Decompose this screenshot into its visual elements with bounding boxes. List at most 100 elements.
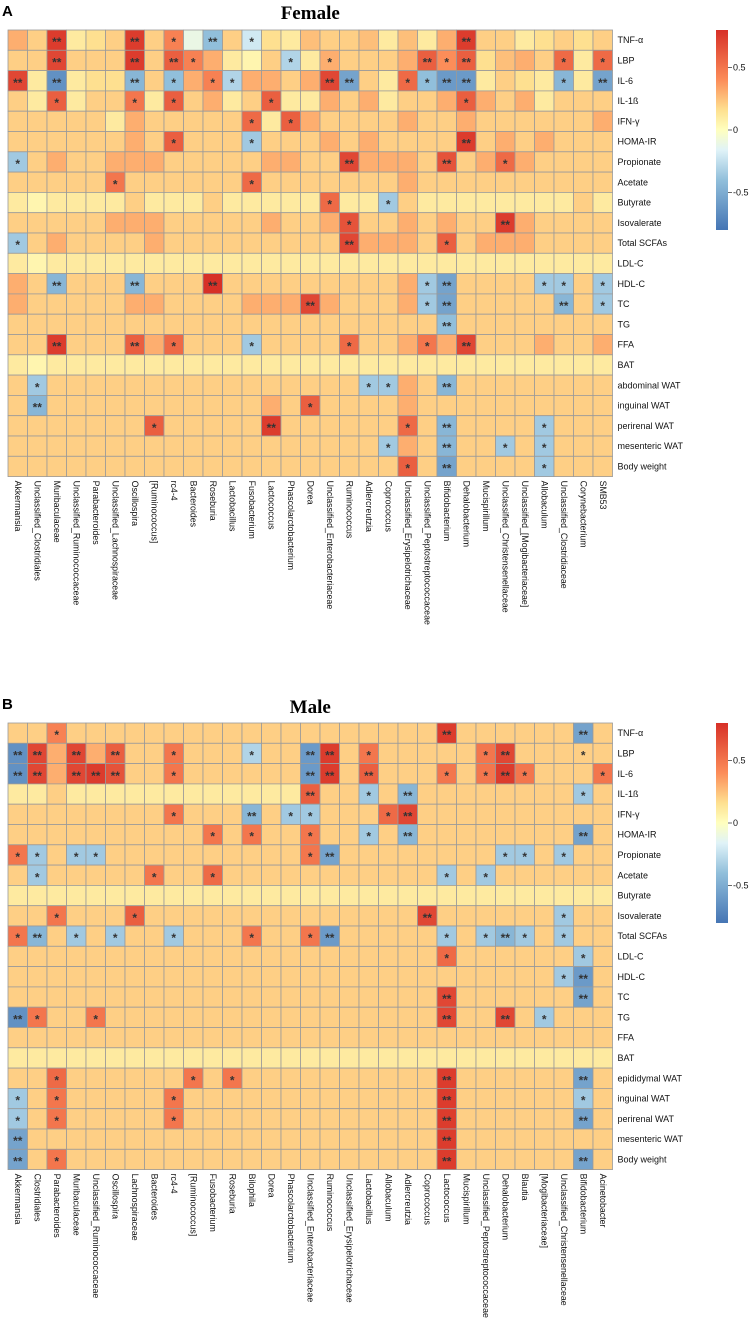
heatmap-cell	[339, 374, 360, 396]
heatmap-cell	[514, 803, 535, 825]
heatmap-cell	[183, 252, 204, 275]
heatmap-cell	[514, 273, 535, 295]
heatmap-cell	[222, 435, 243, 457]
column-label: SMB53	[598, 481, 608, 510]
heatmap-cell	[339, 191, 360, 214]
heatmap-cell	[124, 824, 145, 846]
heatmap-cell	[105, 151, 126, 173]
significance-star: *	[210, 830, 215, 844]
heatmap-cell	[241, 191, 262, 214]
significance-star: *	[600, 279, 605, 293]
heatmap-cell	[124, 455, 145, 477]
heatmap-cell	[495, 945, 516, 967]
heatmap-cell	[280, 925, 301, 947]
heatmap-cell	[85, 212, 106, 234]
significance-star: *	[444, 870, 449, 884]
significance-star: **	[325, 76, 335, 90]
heatmap-cell	[358, 1067, 379, 1089]
heatmap-cell	[300, 334, 321, 356]
significance-star: **	[579, 728, 589, 742]
heatmap-cell	[319, 966, 340, 988]
heatmap-cell	[46, 803, 67, 825]
heatmap-cell	[553, 171, 574, 193]
column-label: rc4-4	[169, 1174, 179, 1194]
heatmap-cell	[475, 885, 496, 907]
significance-star: *	[249, 931, 254, 945]
heatmap-cell	[397, 722, 418, 744]
heatmap-cell	[241, 354, 262, 376]
heatmap-cell	[261, 905, 282, 927]
significance-star: *	[15, 1114, 20, 1128]
heatmap-cell	[144, 394, 165, 417]
significance-star: *	[249, 177, 254, 191]
heatmap-cell	[495, 966, 516, 988]
heatmap-cell	[144, 374, 165, 396]
heatmap-cell	[163, 1027, 184, 1049]
heatmap-cell	[7, 273, 28, 295]
heatmap-cell	[202, 171, 223, 193]
heatmap-cell	[553, 722, 574, 744]
heatmap-cell	[27, 171, 48, 193]
heatmap-cell	[592, 742, 613, 764]
heatmap-cell	[163, 1148, 184, 1171]
heatmap-cell	[105, 334, 126, 356]
heatmap-cell	[7, 1047, 28, 1069]
heatmap-cell	[495, 374, 516, 396]
heatmap-cell	[163, 171, 184, 193]
significance-star: **	[208, 35, 218, 49]
significance-star: *	[522, 769, 527, 783]
heatmap-cell	[573, 905, 594, 927]
heatmap-cell	[553, 824, 574, 846]
heatmap-cell	[222, 1148, 243, 1171]
heatmap-cell	[358, 986, 379, 1008]
heatmap-cell	[319, 803, 340, 825]
heatmap-cell	[319, 1006, 340, 1028]
heatmap-cell	[124, 763, 145, 785]
row-label: BAT	[618, 1053, 635, 1063]
heatmap-cell	[514, 293, 535, 315]
heatmap-cell	[27, 945, 48, 967]
heatmap-cell	[105, 110, 126, 132]
heatmap-cell	[105, 415, 126, 437]
significance-star: *	[54, 1094, 59, 1108]
heatmap-cell	[66, 824, 87, 846]
heatmap-cell	[46, 354, 67, 376]
heatmap-cell	[475, 394, 496, 417]
heatmap-cell	[280, 29, 301, 51]
heatmap-cell	[378, 232, 399, 254]
significance-star: *	[600, 769, 605, 783]
heatmap-cell	[573, 925, 594, 947]
heatmap-cell	[66, 783, 87, 805]
heatmap-cell	[514, 1006, 535, 1028]
heatmap-cell	[300, 131, 321, 153]
column-label: Unclassified_[Mogibacteriaceae]	[520, 481, 530, 608]
heatmap-cell	[183, 763, 204, 785]
heatmap-cell	[573, 191, 594, 214]
heatmap-cell	[124, 1006, 145, 1028]
heatmap-cell	[592, 232, 613, 254]
heatmap-cell	[592, 966, 613, 988]
heatmap-cell	[27, 110, 48, 132]
column-label: Ruminococcus	[344, 481, 354, 539]
heatmap-cell	[378, 1148, 399, 1171]
heatmap-cell	[358, 1088, 379, 1110]
heatmap-cell	[7, 1067, 28, 1089]
heatmap-cell	[46, 191, 67, 214]
heatmap-cell	[105, 1067, 126, 1089]
heatmap-cell	[7, 354, 28, 376]
heatmap-cell	[378, 966, 399, 988]
heatmap-cell	[202, 1148, 223, 1171]
heatmap-cell	[378, 151, 399, 173]
significance-star: **	[579, 1154, 589, 1168]
panel-b: B Male* ** **** ** ** ** * * ** ** * * ** *** ** ** ** ** *…	[2, 696, 749, 1318]
heatmap-cell	[163, 394, 184, 417]
significance-star: **	[501, 218, 511, 232]
heatmap-cell	[436, 334, 457, 356]
heatmap-cell	[183, 110, 204, 132]
significance-star: *	[35, 380, 40, 394]
significance-star: **	[208, 279, 218, 293]
heatmap-cell	[163, 374, 184, 396]
heatmap-cell	[85, 435, 106, 457]
heatmap-cell	[183, 70, 204, 92]
heatmap-cell	[495, 394, 516, 417]
